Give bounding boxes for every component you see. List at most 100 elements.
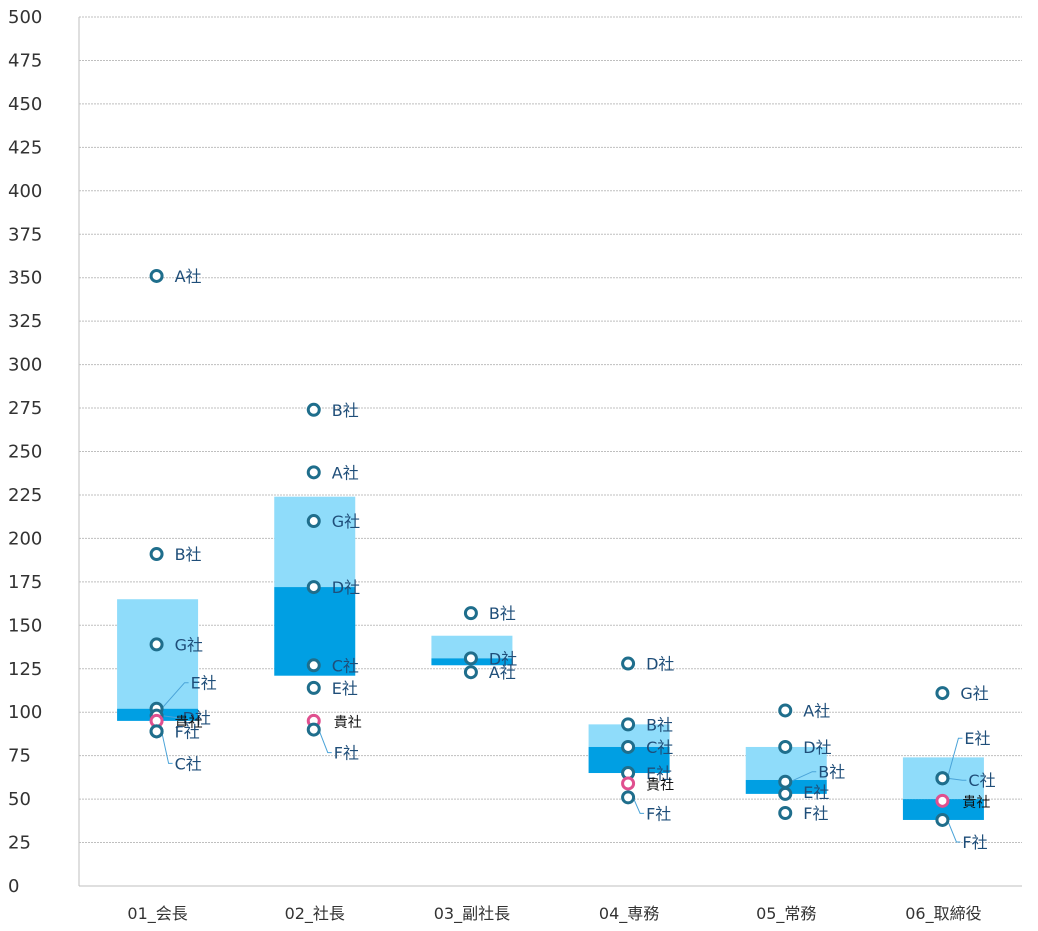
point-label: F社: [803, 804, 828, 823]
own-company-marker: [935, 793, 950, 808]
competitor-marker: [621, 739, 636, 754]
label-leader-line: [946, 819, 961, 843]
range-upper-bar: [117, 599, 199, 709]
point-label: C社: [175, 754, 202, 773]
competitor-marker: [935, 812, 950, 827]
x-category-label: 02_社長: [285, 904, 345, 924]
label-leader-line: [318, 729, 332, 754]
competitor-marker: [306, 402, 321, 417]
y-tick-label: 25: [8, 833, 31, 854]
point-label: F社: [646, 804, 671, 823]
competitor-marker: [935, 771, 950, 786]
competitor-marker: [778, 774, 793, 789]
y-tick-label: 50: [8, 789, 31, 810]
label-leader-line: [946, 737, 963, 779]
y-tick-label: 75: [8, 746, 31, 767]
competitor-marker: [306, 658, 321, 673]
own-company-marker: [621, 776, 636, 791]
point-label: C社: [646, 738, 673, 757]
point-label: E社: [332, 679, 358, 698]
label-leader-line: [947, 777, 967, 781]
point-label: E社: [191, 674, 217, 693]
point-label: A社: [175, 267, 202, 286]
range-bars: [117, 496, 984, 820]
point-label: B社: [332, 401, 359, 420]
point-label: 貴社: [646, 777, 674, 793]
point-label: A社: [332, 463, 359, 482]
point-label: F社: [962, 833, 987, 852]
x-category-label: 01_会長: [127, 904, 187, 924]
point-label: B社: [489, 604, 516, 623]
y-tick-label: 400: [8, 181, 42, 202]
x-category-label: 04_専務: [599, 904, 659, 924]
y-tick-label: 375: [8, 224, 42, 245]
point-label: 貴社: [175, 715, 203, 731]
y-tick-label: 325: [8, 311, 42, 332]
label-leader-line: [790, 771, 817, 783]
competitor-marker: [306, 465, 321, 480]
point-label: A社: [803, 701, 830, 720]
y-tick-label: 500: [8, 7, 42, 28]
competitor-marker: [463, 606, 478, 621]
range-upper-bar: [274, 496, 356, 588]
competitor-marker: [306, 680, 321, 695]
competitor-marker: [149, 637, 164, 652]
gridlines: [79, 16, 1022, 844]
point-label: E社: [964, 729, 990, 748]
competitor-marker: [778, 739, 793, 754]
competitor-marker: [778, 806, 793, 821]
x-category-label: 06_取締役: [905, 904, 981, 924]
point-label: 貴社: [962, 795, 990, 811]
leader-lines: [161, 682, 967, 843]
competitor-marker: [149, 268, 164, 283]
competitor-marker: [935, 686, 950, 701]
y-tick-label: 225: [8, 485, 42, 506]
point-label: G社: [960, 684, 988, 703]
point-label: C社: [332, 656, 359, 675]
label-leader-line: [632, 797, 645, 814]
point-label: E社: [803, 783, 829, 802]
point-label: 貴社: [334, 715, 362, 731]
competitor-marker: [463, 651, 478, 666]
label-leader-line: [161, 731, 173, 764]
competitor-marker: [778, 703, 793, 718]
point-label: D社: [646, 655, 674, 674]
data-points: [149, 268, 950, 827]
point-label: D社: [332, 578, 360, 597]
axes: 0 25 50 75 100 125 150 175 200 225 250 275 300 325 350…: [8, 7, 1022, 924]
point-label: D社: [183, 709, 211, 728]
x-category-label: 05_常務: [756, 904, 816, 924]
competitor-marker: [306, 580, 321, 595]
competitor-marker: [306, 514, 321, 529]
y-tick-label: 100: [8, 702, 42, 723]
y-tick-label: 150: [8, 615, 42, 636]
competitor-marker: [621, 656, 636, 671]
point-label: B社: [646, 715, 673, 734]
point-label: G社: [332, 512, 360, 531]
y-tick-label: 175: [8, 572, 42, 593]
y-tick-label: 425: [8, 137, 42, 158]
competitor-marker: [778, 786, 793, 801]
point-label: E社: [646, 764, 672, 783]
competitor-marker: [463, 665, 478, 680]
label-leader-line: [161, 682, 189, 710]
y-tick-label: 250: [8, 442, 42, 463]
competitor-marker: [306, 722, 321, 737]
y-tick-label: 350: [8, 268, 42, 289]
y-tick-label: 0: [8, 876, 19, 897]
y-tick-label: 275: [8, 398, 42, 419]
point-label: G社: [175, 635, 203, 654]
point-label: B社: [818, 763, 845, 782]
point-label: C社: [968, 771, 995, 790]
point-label: D社: [489, 649, 517, 668]
point-label: F社: [334, 744, 359, 763]
competitor-marker: [149, 724, 164, 739]
point-label: B社: [175, 545, 202, 564]
range-upper-bar: [588, 724, 670, 747]
point-label: D社: [803, 738, 831, 757]
point-label: F社: [175, 722, 200, 741]
range-upper-bar: [431, 635, 513, 659]
range-lower-bar: [902, 799, 984, 820]
